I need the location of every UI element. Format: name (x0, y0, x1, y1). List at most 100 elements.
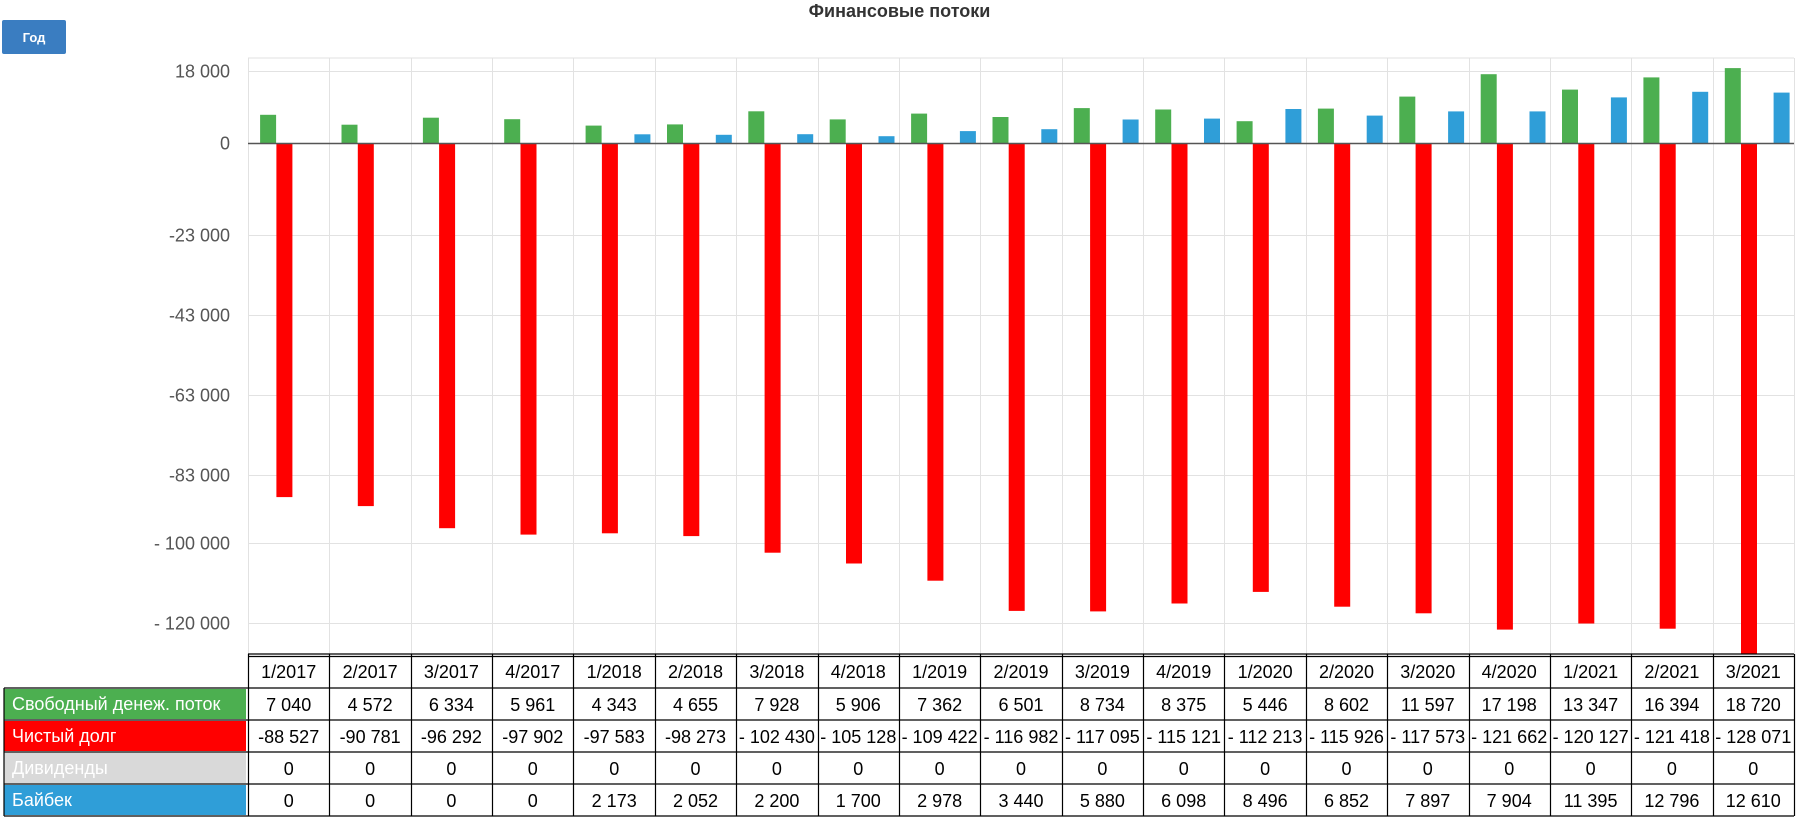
value-cell: - 102 430 (739, 727, 815, 747)
value-cell: 0 (528, 791, 538, 811)
value-cell: 0 (1504, 759, 1514, 779)
bar-1-11[interactable] (1171, 143, 1188, 604)
value-cell: 11 395 (1564, 791, 1618, 811)
bar-3-7[interactable] (878, 136, 895, 143)
bar-0-13[interactable] (1317, 108, 1334, 143)
category-label: 2/2017 (343, 662, 398, 682)
bar-0-6[interactable] (748, 111, 765, 143)
bar-1-1[interactable] (357, 143, 374, 507)
bar-1-4[interactable] (601, 143, 618, 534)
bar-0-4[interactable] (585, 125, 602, 143)
row-label-2: Дивиденды (12, 758, 108, 778)
value-cell: 7 362 (917, 695, 962, 715)
value-cell: - 128 071 (1715, 727, 1791, 747)
bar-0-12[interactable] (1236, 121, 1253, 143)
value-cell: -98 273 (665, 727, 726, 747)
bar-1-7[interactable] (846, 143, 862, 564)
bar-0-15[interactable] (1480, 74, 1497, 143)
row-label-3: Байбек (12, 790, 72, 810)
value-cell: 2 200 (754, 791, 799, 811)
value-cell: 0 (284, 759, 294, 779)
value-cell: - 112 213 (1228, 727, 1303, 747)
bar-0-7[interactable] (829, 119, 846, 143)
value-cell: 0 (1097, 759, 1107, 779)
value-cell: 0 (284, 791, 294, 811)
value-cell: 8 496 (1243, 791, 1288, 811)
category-label: 1/2020 (1238, 662, 1293, 682)
value-cell: 7 904 (1487, 791, 1532, 811)
value-cell: 0 (365, 759, 375, 779)
bar-3-15[interactable] (1529, 111, 1546, 143)
bar-0-5[interactable] (667, 124, 683, 143)
bar-1-8[interactable] (927, 143, 944, 581)
bar-1-0[interactable] (276, 143, 293, 498)
bar-1-9[interactable] (1008, 143, 1025, 611)
category-label: 3/2021 (1726, 662, 1781, 682)
bar-3-14[interactable] (1448, 111, 1465, 143)
bar-0-8[interactable] (911, 113, 928, 143)
bar-3-10[interactable] (1122, 119, 1139, 144)
category-label: 1/2017 (261, 662, 316, 682)
bar-3-4[interactable] (634, 134, 651, 143)
bar-3-9[interactable] (1041, 129, 1058, 143)
value-cell: 7 928 (754, 695, 799, 715)
value-cell: - 121 662 (1471, 727, 1547, 747)
bar-3-5[interactable] (715, 134, 732, 143)
bar-0-14[interactable] (1399, 96, 1416, 143)
bar-1-2[interactable] (439, 143, 456, 529)
value-cell: 2 052 (673, 791, 718, 811)
bar-3-17[interactable] (1692, 91, 1709, 143)
value-cell: 4 655 (673, 695, 718, 715)
value-cell: 0 (446, 759, 456, 779)
value-cell: -88 527 (258, 727, 319, 747)
bar-0-18[interactable] (1724, 68, 1741, 143)
bar-0-0[interactable] (260, 114, 277, 143)
row-label-0: Свободный денеж. поток (12, 694, 220, 714)
value-cell: 7 897 (1405, 791, 1450, 811)
bar-3-6[interactable] (797, 134, 814, 143)
value-cell: 6 334 (429, 695, 474, 715)
y-tick-label: - 120 000 (154, 614, 230, 634)
bar-3-18[interactable] (1773, 92, 1790, 143)
bar-1-17[interactable] (1659, 143, 1676, 629)
row-label-bg-0 (4, 689, 246, 719)
value-cell: - 121 418 (1634, 727, 1710, 747)
value-cell: 5 961 (510, 695, 555, 715)
bar-1-14[interactable] (1415, 143, 1432, 614)
category-label: 4/2020 (1482, 662, 1537, 682)
bar-3-16[interactable] (1610, 97, 1627, 143)
bar-0-11[interactable] (1155, 109, 1172, 144)
bar-0-2[interactable] (422, 117, 439, 143)
bar-1-6[interactable] (764, 143, 781, 553)
category-label: 2/2018 (668, 662, 723, 682)
bar-0-1[interactable] (341, 124, 358, 143)
period-year-button[interactable]: Год (2, 20, 66, 54)
bar-3-13[interactable] (1366, 115, 1383, 143)
value-cell: 0 (528, 759, 538, 779)
value-cell: 3 440 (998, 791, 1043, 811)
value-cell: - 117 095 (1065, 727, 1140, 747)
y-tick-label: -23 000 (169, 226, 230, 246)
value-cell: 12 610 (1726, 791, 1781, 811)
bar-3-11[interactable] (1204, 118, 1220, 143)
value-cell: 0 (1260, 759, 1270, 779)
bar-1-12[interactable] (1252, 143, 1269, 592)
value-cell: -97 583 (584, 727, 645, 747)
bar-1-10[interactable] (1090, 143, 1107, 612)
bar-0-9[interactable] (992, 117, 1009, 143)
bar-1-16[interactable] (1578, 143, 1595, 624)
bar-3-12[interactable] (1285, 109, 1302, 143)
bar-0-10[interactable] (1073, 108, 1090, 143)
bar-3-8[interactable] (959, 131, 976, 143)
bar-0-3[interactable] (504, 119, 521, 143)
bar-1-5[interactable] (683, 143, 700, 537)
bar-1-18[interactable] (1741, 143, 1757, 655)
bar-0-16[interactable] (1562, 89, 1578, 143)
bar-0-17[interactable] (1643, 77, 1660, 143)
bar-1-3[interactable] (520, 143, 537, 535)
chart-title: Финансовые потоки (808, 1, 991, 21)
value-cell: - 115 926 (1309, 727, 1384, 747)
bar-1-13[interactable] (1334, 143, 1351, 607)
bar-1-15[interactable] (1496, 143, 1513, 630)
